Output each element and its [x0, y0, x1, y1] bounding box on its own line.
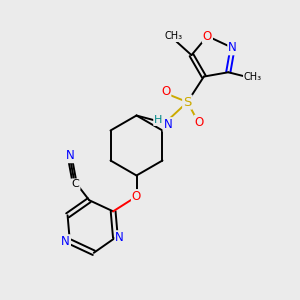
- Text: N: N: [66, 149, 75, 162]
- Text: N: N: [164, 118, 172, 131]
- Text: CH₃: CH₃: [164, 31, 182, 41]
- Text: O: O: [161, 85, 170, 98]
- Text: H: H: [154, 115, 163, 125]
- Text: O: O: [132, 190, 141, 203]
- Text: O: O: [195, 116, 204, 129]
- Text: N: N: [115, 231, 124, 244]
- Text: CH₃: CH₃: [244, 72, 262, 82]
- Text: S: S: [183, 96, 192, 109]
- Text: N: N: [228, 41, 237, 54]
- Text: O: O: [203, 30, 212, 43]
- Text: C: C: [72, 179, 80, 189]
- Text: N: N: [61, 235, 70, 248]
